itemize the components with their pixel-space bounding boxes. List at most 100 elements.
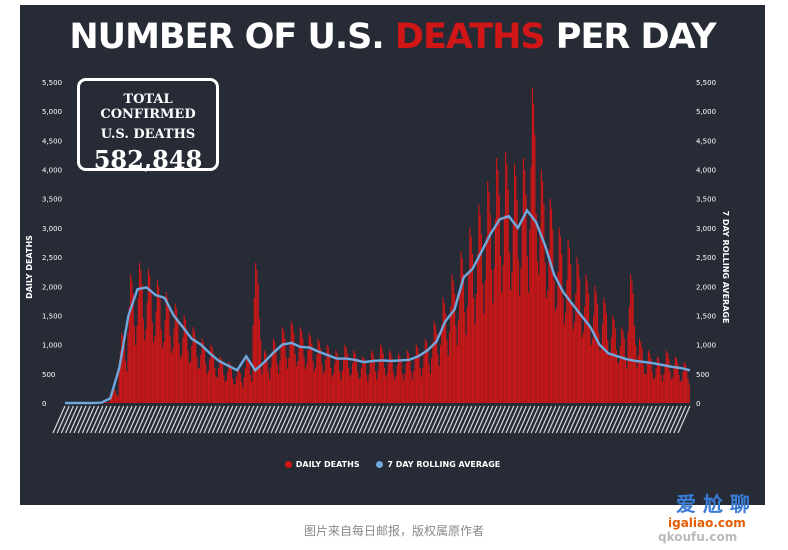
daily-deaths-bar xyxy=(507,189,509,403)
daily-deaths-bar xyxy=(538,274,540,403)
daily-deaths-bar xyxy=(469,227,471,403)
daily-deaths-bar xyxy=(322,374,324,403)
x-tick xyxy=(589,405,603,434)
daily-deaths-bar xyxy=(172,348,174,403)
daily-deaths-bar xyxy=(443,303,445,403)
x-tick xyxy=(501,405,515,434)
x-tick xyxy=(73,405,87,434)
daily-deaths-bar xyxy=(489,214,491,403)
daily-deaths-bar xyxy=(408,353,410,403)
daily-deaths-bar xyxy=(464,311,466,403)
daily-deaths-bar xyxy=(159,298,161,403)
daily-deaths-bar xyxy=(445,313,447,403)
daily-deaths-bar xyxy=(206,374,208,403)
daily-deaths-bar xyxy=(608,355,610,403)
x-tick xyxy=(438,405,452,434)
daily-deaths-bar xyxy=(218,367,220,403)
daily-deaths-bar xyxy=(269,379,271,403)
daily-deaths-bar xyxy=(336,353,338,403)
x-tick xyxy=(656,405,670,434)
x-tick xyxy=(606,405,620,434)
daily-deaths-bar xyxy=(488,192,490,403)
daily-deaths-bar xyxy=(283,330,285,403)
x-tick xyxy=(90,405,104,434)
daily-deaths-bar xyxy=(459,289,461,403)
daily-deaths-bar xyxy=(205,364,207,403)
daily-deaths-bar xyxy=(289,341,291,403)
daily-deaths-bar xyxy=(330,367,332,403)
daily-deaths-bar xyxy=(374,371,377,403)
daily-deaths-bar xyxy=(263,350,266,403)
daily-deaths-bar xyxy=(524,170,526,403)
x-tick xyxy=(534,405,548,434)
daily-deaths-bar xyxy=(308,332,310,403)
daily-deaths-bar xyxy=(255,262,257,403)
daily-deaths-bar xyxy=(377,370,379,403)
x-tick xyxy=(505,405,519,434)
chart-legend: DAILY DEATHS 7 DAY ROLLING AVERAGE xyxy=(20,460,765,469)
daily-deaths-bar xyxy=(251,381,253,403)
x-tick xyxy=(165,405,179,434)
x-tick xyxy=(220,405,234,434)
daily-deaths-bar xyxy=(136,325,138,403)
x-tick xyxy=(392,405,406,434)
daily-deaths-bar xyxy=(204,348,206,403)
daily-deaths-bar xyxy=(565,313,567,403)
daily-deaths-bar xyxy=(681,380,683,403)
daily-deaths-bar xyxy=(493,268,495,403)
daily-deaths-bar xyxy=(554,311,556,403)
daily-deaths-bar xyxy=(117,396,119,403)
x-axis-ticks xyxy=(52,405,691,434)
daily-deaths-bar xyxy=(424,338,426,403)
x-tick xyxy=(207,405,221,434)
daily-deaths-bar xyxy=(573,322,576,403)
daily-deaths-bar xyxy=(441,324,443,403)
x-tick xyxy=(136,405,150,434)
daily-deaths-bar xyxy=(511,271,513,403)
x-tick xyxy=(450,405,465,434)
daily-deaths-bar xyxy=(141,283,143,403)
daily-deaths-bar xyxy=(395,375,397,403)
x-tick xyxy=(77,405,91,434)
daily-deaths-bar xyxy=(431,358,433,403)
y-tick-left-5000: 5,000 xyxy=(42,108,62,116)
x-tick xyxy=(60,405,74,434)
daily-deaths-bar xyxy=(174,303,176,403)
daily-deaths-bars xyxy=(100,87,690,404)
daily-deaths-bar xyxy=(155,311,157,403)
daily-deaths-bar xyxy=(492,303,494,403)
daily-deaths-bar xyxy=(438,366,440,403)
x-tick xyxy=(169,405,183,434)
daily-deaths-bar xyxy=(119,350,121,403)
daily-deaths-bar xyxy=(164,319,166,403)
daily-deaths-bar xyxy=(401,373,403,403)
daily-deaths-bar xyxy=(335,350,337,403)
daily-deaths-bar xyxy=(636,367,638,403)
x-tick xyxy=(467,405,481,434)
daily-deaths-bar xyxy=(392,371,394,403)
daily-deaths-bar xyxy=(325,359,327,403)
daily-deaths-bar xyxy=(359,377,361,403)
daily-deaths-bar xyxy=(462,274,465,403)
daily-deaths-bar xyxy=(124,360,127,403)
daily-deaths-bar xyxy=(339,371,341,403)
x-tick xyxy=(396,405,410,434)
daily-deaths-bar xyxy=(173,328,175,403)
daily-deaths-bar xyxy=(572,329,574,403)
daily-deaths-bar xyxy=(354,353,356,403)
daily-deaths-bar xyxy=(385,376,387,403)
daily-deaths-bar xyxy=(364,363,366,403)
daily-deaths-bar xyxy=(229,364,231,403)
daily-deaths-bar xyxy=(456,345,458,403)
x-tick xyxy=(446,405,460,434)
daily-deaths-bar xyxy=(582,332,585,403)
daily-deaths-bar xyxy=(677,363,679,403)
daily-deaths-bar xyxy=(188,363,190,403)
x-tick xyxy=(283,405,297,434)
x-tick xyxy=(492,405,506,434)
daily-deaths-bar xyxy=(406,350,408,403)
daily-deaths-bar xyxy=(622,330,624,403)
daily-deaths-bar xyxy=(121,332,123,403)
daily-deaths-bar xyxy=(598,332,600,403)
x-tick xyxy=(123,405,137,434)
